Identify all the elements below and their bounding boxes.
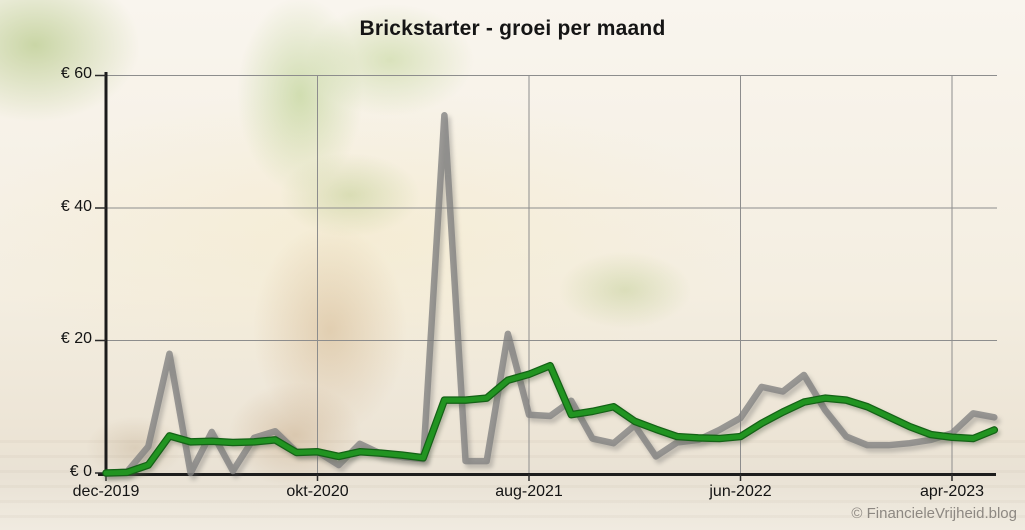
series-green-line bbox=[103, 363, 997, 476]
y-tick-label-0: € 0 bbox=[69, 463, 92, 480]
y-tick-label-40: € 40 bbox=[60, 197, 92, 215]
chart-title: Brickstarter - groei per maand bbox=[359, 17, 666, 40]
series-gray-line bbox=[102, 112, 998, 477]
x-tick-label-jun-2022: jun-2022 bbox=[709, 483, 772, 500]
watermark: © FinancieleVrijheid.blog bbox=[851, 505, 1017, 522]
x-tick-label-apr-2023: apr-2023 bbox=[919, 483, 985, 500]
y-tick-label-20: € 20 bbox=[60, 330, 92, 347]
x-tick-label-aug-2021: aug-2021 bbox=[495, 483, 563, 500]
background-wood-table bbox=[0, 440, 1025, 530]
x-tick-label-dec-2019: dec-2019 bbox=[72, 483, 140, 500]
x-tick-label-okt-2020: okt-2020 bbox=[286, 483, 349, 500]
y-tick-label-60: € 60 bbox=[60, 65, 92, 82]
